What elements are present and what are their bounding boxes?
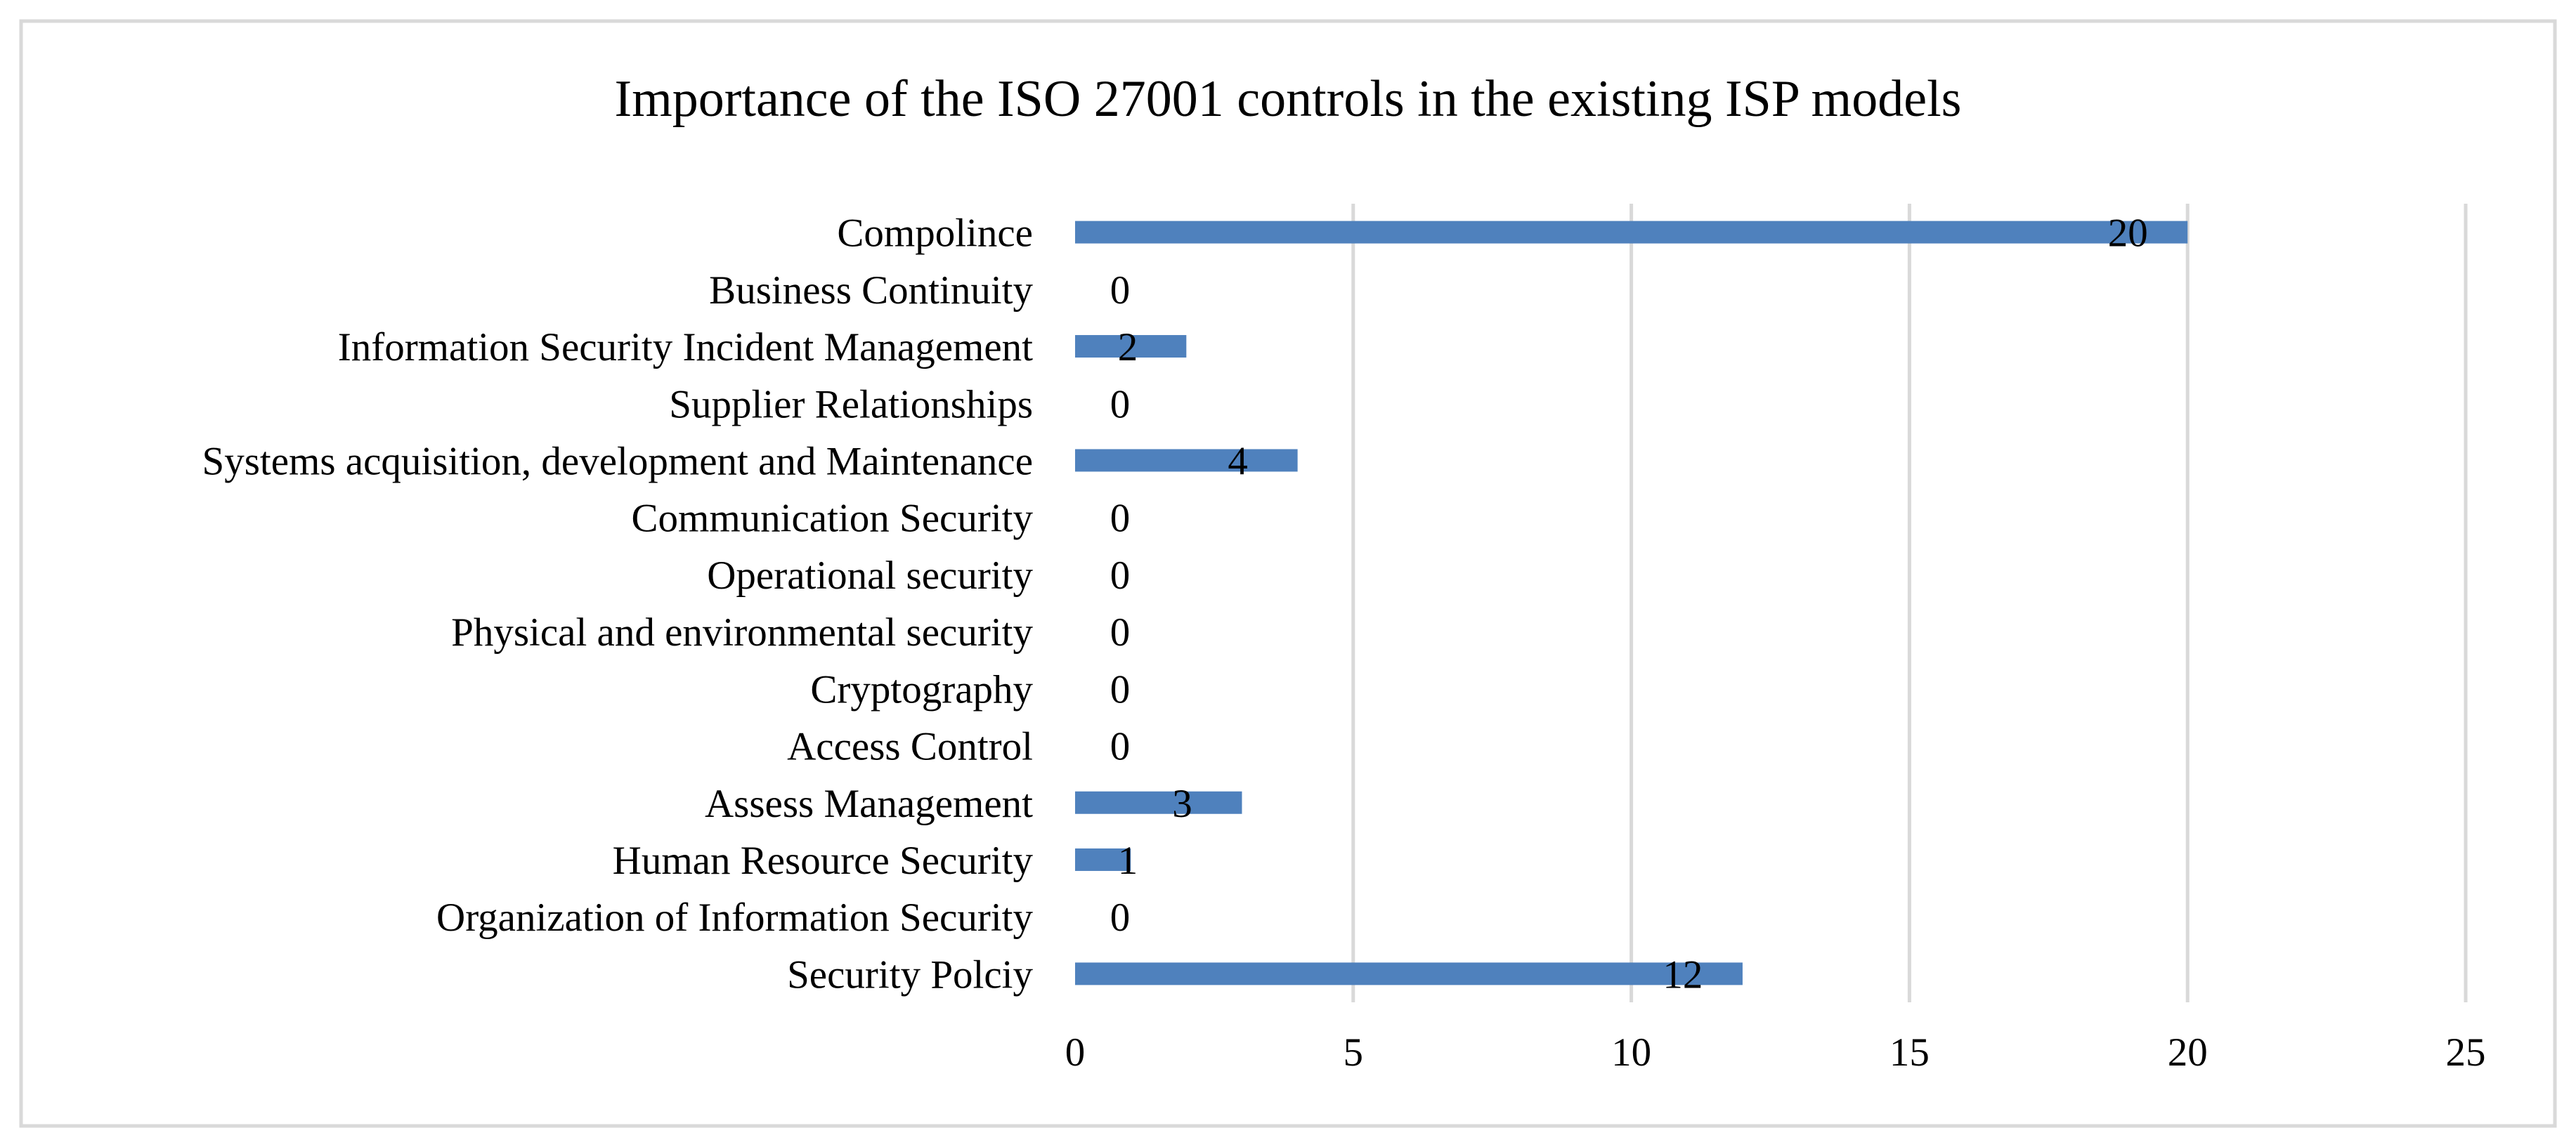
data-label-compolince: 20 [2108, 211, 2148, 256]
bar-systems-acquisition-development-and-maintenance [1075, 449, 1298, 472]
data-label-systems-acquisition-development-and-maintenance: 4 [1228, 439, 1248, 483]
x-tick-label-5: 5 [1344, 1030, 1364, 1075]
data-label-communication-security: 0 [1110, 497, 1131, 541]
category-label-systems-acquisition-development-and-maintenance: Systems acquisition, development and Mai… [202, 439, 1033, 483]
category-label-compolince: Compolince [837, 211, 1033, 256]
bar-assess-management [1075, 791, 1242, 814]
category-label-security-polciy: Security Polciy [787, 952, 1033, 997]
bar-human-resource-security [1075, 848, 1131, 871]
data-label-physical-and-environmental-security: 0 [1110, 610, 1131, 655]
x-tick-label-10: 10 [1611, 1030, 1651, 1075]
data-label-supplier-relationships: 0 [1110, 382, 1131, 426]
category-label-physical-and-environmental-security: Physical and environmental security [451, 610, 1033, 655]
bar-security-polciy [1075, 962, 1743, 985]
chart-title: Importance of the ISO 27001 controls in … [615, 70, 1962, 128]
data-label-information-security-incident-management: 2 [1118, 325, 1138, 369]
bars [1075, 221, 2188, 985]
data-label-cryptography: 0 [1110, 667, 1131, 712]
chart-border [19, 19, 2557, 1128]
x-tick-label-25: 25 [2446, 1030, 2486, 1075]
category-label-information-security-incident-management: Information Security Incident Management [338, 325, 1033, 369]
category-label-access-control: Access Control [787, 725, 1033, 769]
x-tick-label-0: 0 [1065, 1030, 1086, 1075]
data-label-business-continuity: 0 [1110, 268, 1131, 313]
bar-compolince [1075, 221, 2188, 244]
gridlines [1351, 204, 2468, 1002]
category-labels: Security Polciy Organization of Informati… [202, 211, 1034, 997]
data-label-assess-management: 3 [1172, 782, 1192, 826]
category-label-organization-of-information-security: Organization of Information Security [436, 896, 1033, 940]
x-tick-labels: 0 5 10 15 20 25 [1065, 1030, 2486, 1075]
category-label-operational-security: Operational security [707, 553, 1033, 598]
category-label-communication-security: Communication Security [631, 497, 1033, 541]
category-label-cryptography: Cryptography [810, 667, 1033, 712]
data-label-operational-security: 0 [1110, 553, 1131, 598]
data-label-security-polciy: 12 [1663, 952, 1703, 997]
data-label-human-resource-security: 1 [1118, 839, 1138, 883]
category-label-human-resource-security: Human Resource Security [613, 839, 1034, 883]
category-label-assess-management: Assess Management [705, 782, 1033, 826]
bar-information-security-incident-management [1075, 335, 1187, 358]
category-label-business-continuity: Business Continuity [709, 268, 1033, 313]
data-label-access-control: 0 [1110, 725, 1131, 769]
x-tick-label-20: 20 [2168, 1030, 2208, 1075]
category-label-supplier-relationships: Supplier Relationships [669, 382, 1033, 426]
x-tick-label-15: 15 [1889, 1030, 1930, 1075]
data-label-organization-of-information-security: 0 [1110, 896, 1131, 940]
